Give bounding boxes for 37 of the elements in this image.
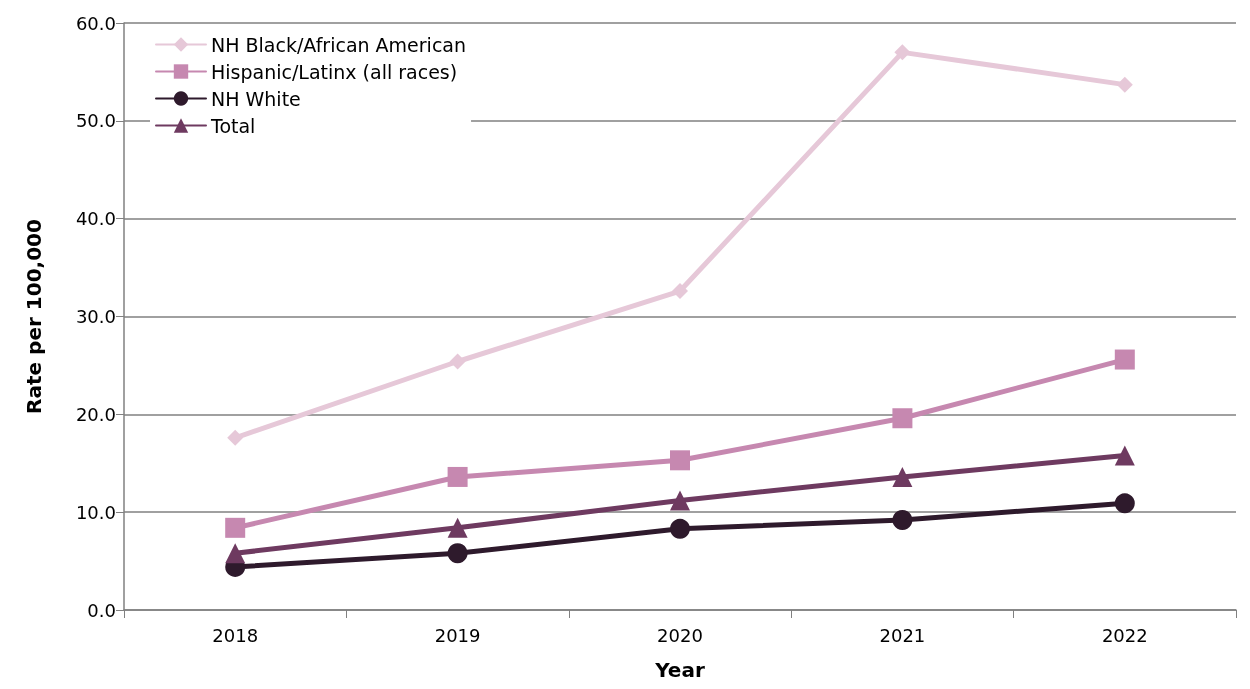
x-axis-title: Year bbox=[654, 658, 705, 682]
point bbox=[670, 490, 690, 511]
point bbox=[1116, 76, 1133, 93]
x-tick-label: 2018 bbox=[212, 624, 259, 646]
y-tick-label: 50.0 bbox=[75, 110, 116, 132]
y-tick-label: 60.0 bbox=[75, 12, 116, 34]
legend-label: NH Black/African American bbox=[211, 33, 467, 56]
point bbox=[449, 353, 466, 370]
point bbox=[892, 510, 913, 530]
point bbox=[892, 408, 913, 429]
x-tick-label: 2020 bbox=[657, 624, 703, 646]
legend-label: NH White bbox=[211, 87, 301, 110]
y-tick-label: 10.0 bbox=[75, 501, 116, 523]
point bbox=[447, 517, 468, 538]
point bbox=[225, 543, 246, 564]
y-tick-label: 30.0 bbox=[75, 306, 116, 327]
point bbox=[1114, 349, 1135, 370]
point bbox=[227, 429, 244, 446]
y-tick-label: 0.0 bbox=[87, 599, 116, 621]
legend-label: Hispanic/Latinx (all races) bbox=[211, 60, 458, 83]
x-tick-label: 2019 bbox=[434, 624, 481, 646]
x-tick-label: 2022 bbox=[1101, 624, 1148, 646]
y-axis-title: Rate per 100,000 bbox=[22, 219, 46, 414]
point bbox=[1114, 493, 1135, 514]
legend-label: Total bbox=[210, 114, 256, 137]
point bbox=[894, 44, 911, 61]
point bbox=[670, 518, 690, 539]
x-tick-label: 2021 bbox=[879, 624, 926, 646]
y-tick-label: 40.0 bbox=[75, 208, 116, 230]
point bbox=[447, 466, 468, 487]
y-tick-label: 20.0 bbox=[75, 403, 116, 425]
point bbox=[892, 466, 913, 487]
point bbox=[225, 517, 246, 538]
point bbox=[447, 543, 468, 564]
point bbox=[1114, 445, 1135, 466]
point bbox=[672, 283, 688, 300]
point bbox=[670, 450, 690, 471]
